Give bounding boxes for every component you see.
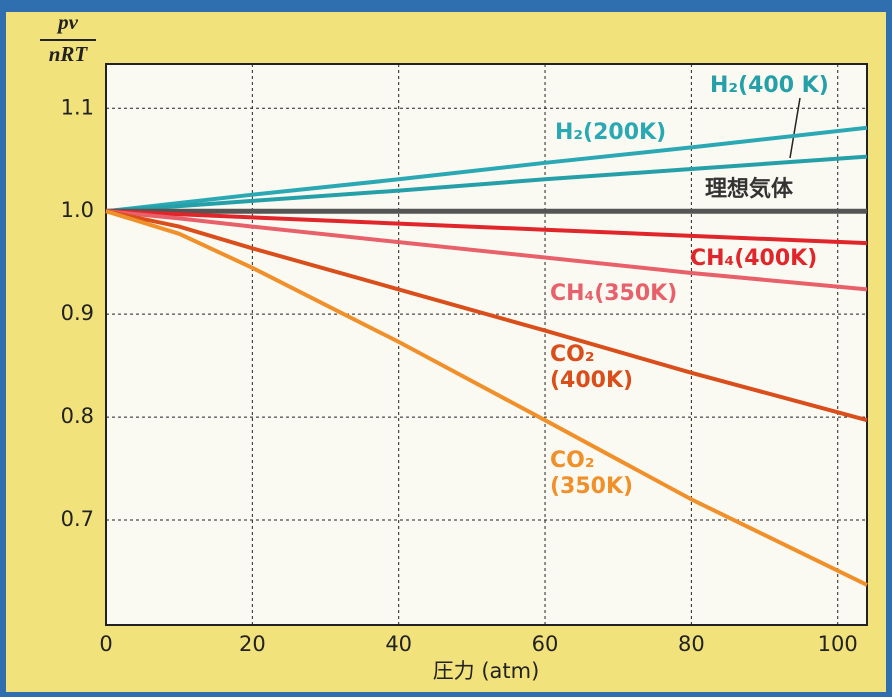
y-label-top: pv	[56, 10, 79, 34]
y-tick-label: 1.1	[61, 95, 94, 119]
y-tick-label: 0.9	[61, 301, 94, 325]
x-tick-label: 80	[678, 632, 705, 656]
x-tick-label: 20	[239, 632, 266, 656]
plot-area	[106, 64, 867, 625]
x-tick-label: 100	[818, 632, 858, 656]
series-label: CH₄(400K)	[690, 246, 890, 272]
x-tick-label: 40	[385, 632, 412, 656]
y-tick-label: 1.0	[61, 198, 94, 222]
series-label: CO₂ (400K)	[550, 342, 660, 394]
y-label-bottom: nRT	[49, 42, 89, 66]
series-label: H₂(200K)	[555, 120, 755, 146]
y-tick-label: 0.7	[61, 507, 94, 531]
x-tick-label: 60	[532, 632, 559, 656]
series-label: 理想気体	[705, 177, 855, 203]
series-label: CO₂ (350K)	[550, 448, 660, 500]
series-label: CH₄(350K)	[550, 281, 750, 307]
y-tick-label: 0.8	[61, 404, 94, 428]
x-label: 圧力 (atm)	[433, 659, 540, 683]
x-tick-label: 0	[99, 632, 112, 656]
chart: pv nRT 圧力 (atm) 0.7 0.8 0.9 1.0 1.1 0 20 40 60 80…	[0, 0, 892, 697]
series-label: H₂(400 K)	[710, 73, 892, 99]
chart-svg: pv nRT 圧力 (atm) 0.7 0.8 0.9 1.0 1.1 0 20 40 60 80…	[0, 0, 892, 697]
